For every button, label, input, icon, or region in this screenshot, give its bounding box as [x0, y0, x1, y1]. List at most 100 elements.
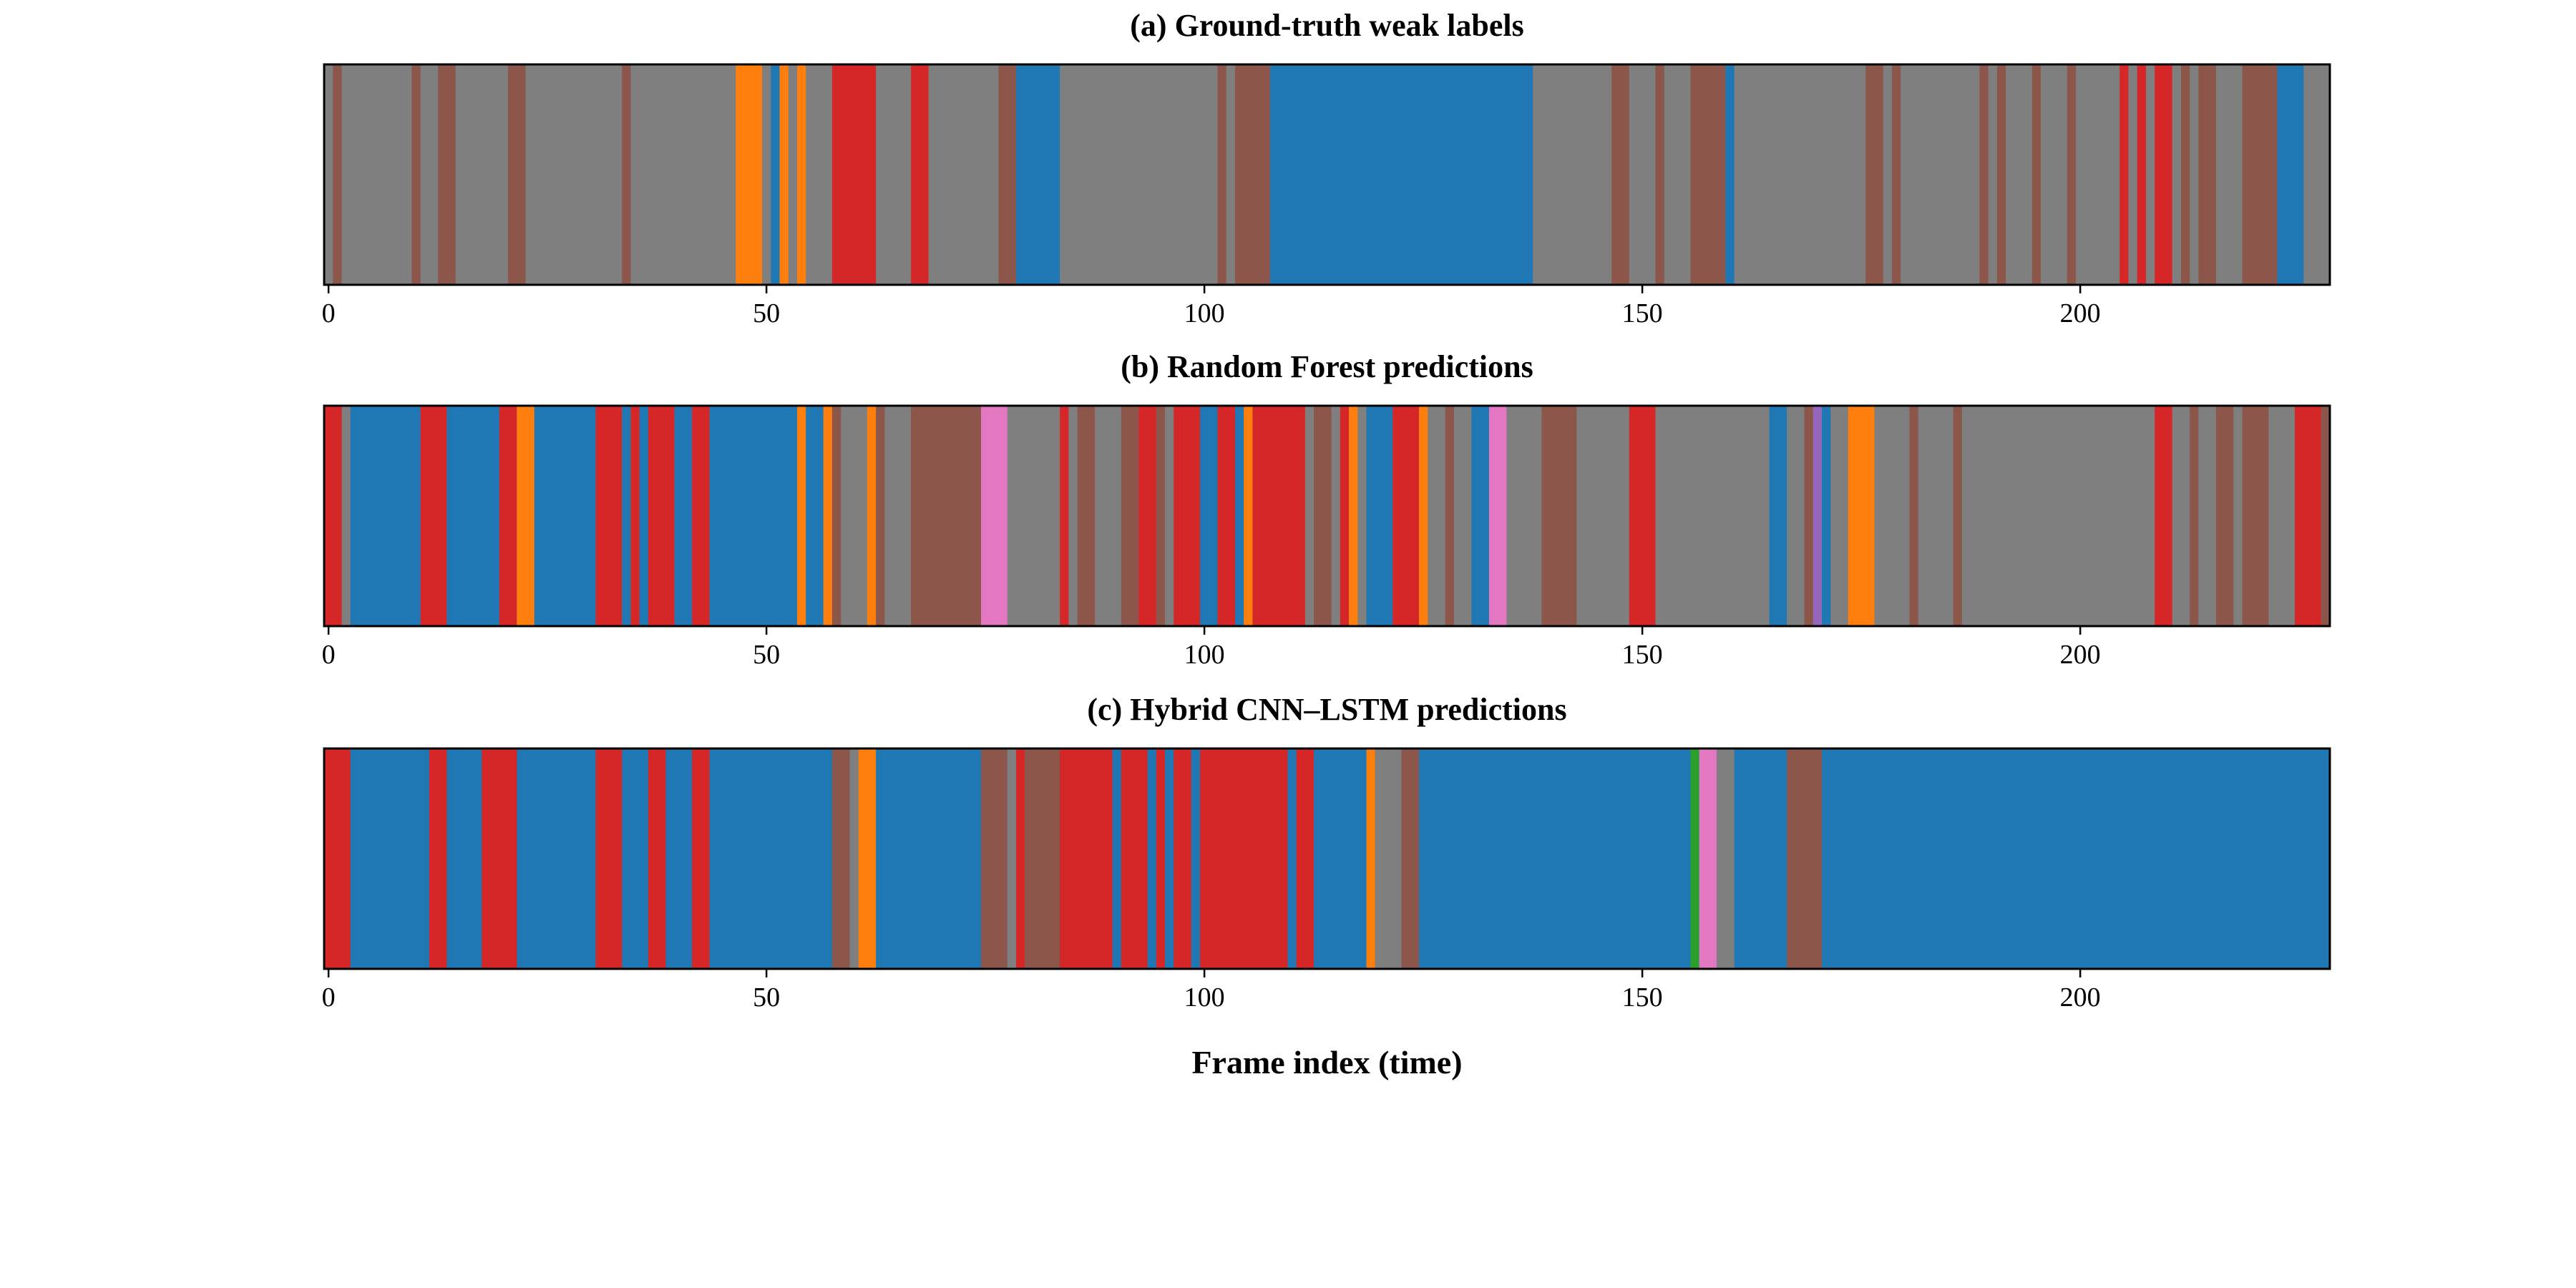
panel-2-title: (b) Random Forest predictions [1121, 349, 1533, 384]
x-tick-label: 150 [1622, 298, 1663, 328]
segment-brown [1979, 64, 1989, 285]
segment-red [420, 406, 447, 626]
segment-blue [1366, 406, 1393, 626]
segment-red [2137, 64, 2146, 285]
segment-orange [858, 748, 877, 969]
segment-red [1296, 748, 1314, 969]
segment-brown [876, 406, 885, 626]
x-tick-label: 100 [1184, 982, 1225, 1013]
segment-brown [998, 64, 1016, 285]
segment-red [2295, 406, 2321, 626]
segment-brown [2198, 64, 2216, 285]
segment-red [499, 406, 517, 626]
segment-brown [1121, 406, 1139, 626]
segment-brown [2180, 64, 2190, 285]
segment-blue [1015, 64, 1060, 285]
segment-red [429, 748, 447, 969]
segment-red [692, 748, 710, 969]
segment-brown [2190, 406, 2199, 626]
segment-brown [1891, 64, 1901, 285]
x-tick-label: 200 [2060, 298, 2101, 328]
segment-brown [1234, 64, 1270, 285]
segment-brown [1025, 748, 1060, 969]
segment-red [630, 406, 640, 626]
x-tick-label: 200 [2060, 982, 2101, 1013]
segment-gray [1007, 748, 1016, 969]
segment-blue [447, 406, 499, 626]
segment-brown [831, 748, 850, 969]
segment-brown [508, 64, 526, 285]
segment-blue [1769, 406, 1787, 626]
panel-3-frame [323, 747, 2331, 970]
x-tick-label: 50 [753, 298, 780, 328]
panel-1-title: (a) Ground-truth weak labels [1130, 8, 1523, 43]
segment-blue [2277, 64, 2304, 285]
segment-orange [1349, 406, 1358, 626]
segment-red [2155, 64, 2172, 285]
segment-blue [674, 406, 693, 626]
segment-brown [1445, 406, 1454, 626]
segment-blue [622, 406, 631, 626]
segment-blue [639, 406, 648, 626]
segment-red [1060, 748, 1113, 969]
segment-brown [1611, 64, 1629, 285]
segment-blue [1471, 406, 1489, 626]
segment-blue [534, 406, 596, 626]
segment-brown [1541, 406, 1577, 626]
segment-red [1340, 406, 1350, 626]
segment-red [1174, 406, 1201, 626]
segment-red [1156, 748, 1166, 969]
segment-red [1392, 406, 1420, 626]
segment-blue [709, 406, 797, 626]
segment-brown [1314, 406, 1332, 626]
segment-orange [736, 64, 763, 285]
x-tick-label: 50 [753, 982, 780, 1013]
segment-red [1200, 748, 1288, 969]
segment-blue [1725, 64, 1735, 285]
segment-brown [438, 64, 456, 285]
segment-orange [1244, 406, 1253, 626]
segment-brown [1996, 64, 2006, 285]
segment-brown [1804, 406, 1813, 626]
segment-blue [350, 406, 421, 626]
segment-red [595, 406, 623, 626]
segment-orange [1419, 406, 1428, 626]
segment-red [1138, 406, 1156, 626]
segment-red [1121, 748, 1148, 969]
segment-brown [2242, 64, 2278, 285]
segment-orange [796, 406, 806, 626]
segment-pink [981, 406, 1008, 626]
panel-3: (c) Hybrid CNN–LSTM predictions 0 50 100 150… [322, 692, 2331, 1013]
segment-orange [823, 406, 832, 626]
segment-blue [1200, 406, 1218, 626]
segment-red [648, 406, 675, 626]
segment-brown [2031, 64, 2041, 285]
segment-pink [1488, 406, 1507, 626]
segment-brown [1909, 406, 1918, 626]
segment-red [1060, 406, 1069, 626]
segment-red [831, 64, 877, 285]
segment-orange [796, 64, 806, 285]
segment-orange [1848, 406, 1875, 626]
segment-brown [622, 64, 631, 285]
panel-1-frame [323, 63, 2331, 286]
segment-red [1174, 748, 1191, 969]
x-tick-label: 100 [1184, 640, 1225, 670]
segment-red [1015, 748, 1025, 969]
segment-brown [1077, 406, 1096, 626]
segment-brown [1156, 406, 1166, 626]
segment-gray [1375, 748, 1402, 969]
segment-gray [1717, 748, 1735, 969]
segment-brown [1953, 406, 1962, 626]
segment-red [1252, 406, 1305, 626]
segment-brown [1401, 748, 1420, 969]
segment-brown [2067, 64, 2077, 285]
segment-brown [1655, 64, 1664, 285]
segment-red [2155, 406, 2172, 626]
segment-red [482, 748, 517, 969]
segment-red [595, 748, 623, 969]
segment-blue [1234, 406, 1244, 626]
segment-red [692, 406, 710, 626]
segment-blue [806, 406, 824, 626]
